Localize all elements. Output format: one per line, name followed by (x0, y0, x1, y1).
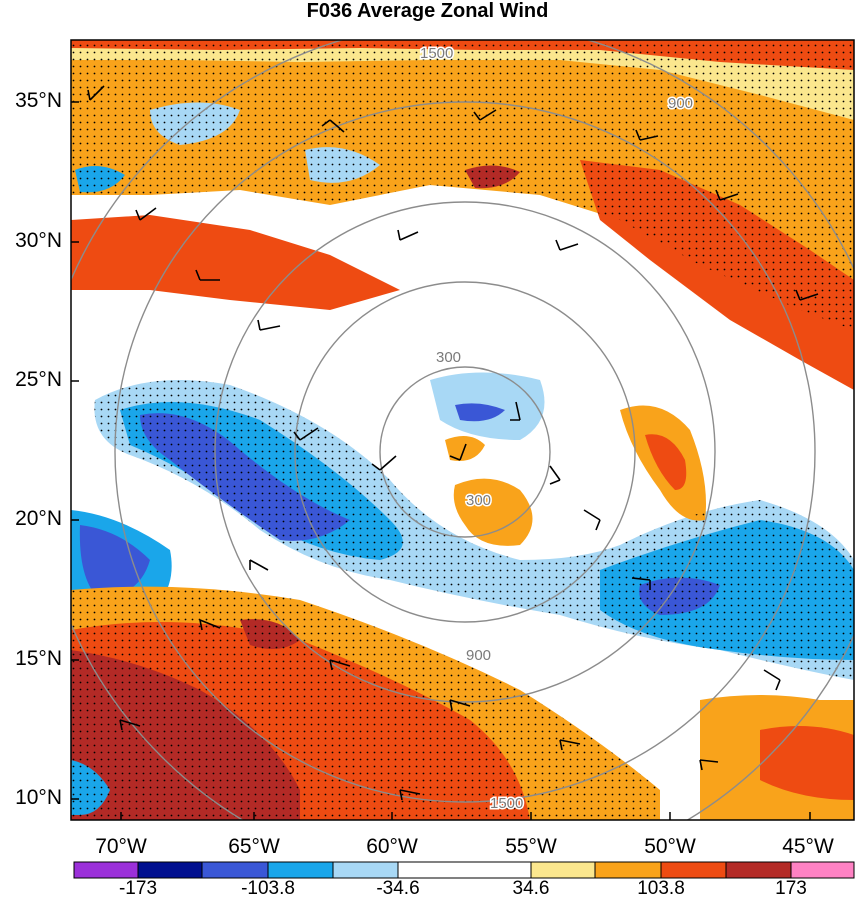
colorbar-swatch-6 (397, 861, 532, 879)
lon-label-70w: 70°W (95, 835, 147, 858)
stippling-central (94, 380, 854, 680)
lat-label-10n: 10°N (15, 786, 62, 809)
colorbar (73, 861, 855, 879)
lon-label-50w: 50°W (644, 835, 696, 858)
colorbar-swatch-7 (530, 861, 596, 879)
colorbar-swatch-11 (790, 861, 855, 879)
eye-strong-neg-patch (455, 403, 505, 422)
lat-label-15n: 15°N (15, 647, 62, 670)
lat-label-25n: 25°N (15, 368, 62, 391)
colorbar-swatch-5 (332, 861, 399, 879)
ring-label-900: 900 (466, 647, 491, 664)
range-rings (71, 40, 854, 820)
colorbar-swatch-2 (137, 861, 203, 879)
lon-label-45w: 45°W (782, 835, 834, 858)
lat-label-30n: 30°N (15, 229, 62, 252)
colorbar-swatch-3 (201, 861, 269, 879)
map-ticks (71, 101, 811, 820)
lat-label-20n: 20°N (15, 507, 62, 530)
southeast-strong-patch (760, 726, 854, 800)
map-title: F036 Average Zonal Wind (306, 0, 549, 22)
north-west-strong-band (71, 215, 400, 310)
west-strong-neg-patch (79, 525, 150, 600)
stippling-north (71, 40, 854, 330)
colorbar-swatch-9 (660, 861, 727, 879)
ring-label-900-ne: 900 (668, 95, 693, 112)
colorbar-swatch-4 (267, 861, 334, 879)
ring-label-300-south: 300 (466, 492, 491, 509)
wind-field: 300 300 900 900 1500 1500 (71, 40, 854, 820)
colorbar-label-3: -34.6 (376, 878, 420, 899)
ring-label-1500-n: 1500 (420, 45, 453, 62)
colorbar-swatch-1 (73, 861, 139, 879)
colorbar-label-5: 103.8 (637, 878, 685, 899)
lon-label-65w: 65°W (228, 835, 280, 858)
east-eye-strong-patch (645, 434, 687, 490)
colorbar-swatch-8 (594, 861, 662, 879)
ring-label-300: 300 (436, 349, 461, 366)
wind-barbs (87, 85, 819, 801)
map-frame (70, 39, 855, 821)
lon-label-60w: 60°W (366, 835, 418, 858)
lat-label-35n: 35°N (15, 89, 62, 112)
ring-label-1500: 1500 (490, 795, 523, 812)
colorbar-label-2: -103.8 (241, 878, 295, 899)
colorbar-label-1: -173 (118, 878, 158, 899)
eye-south-pos-patch (453, 478, 533, 546)
colorbar-label-4: 34.6 (512, 878, 550, 899)
stippling-south (71, 586, 660, 820)
lon-label-55w: 55°W (505, 835, 557, 858)
colorbar-swatch-10 (725, 861, 792, 879)
colorbar-label-6: 173 (775, 878, 807, 899)
